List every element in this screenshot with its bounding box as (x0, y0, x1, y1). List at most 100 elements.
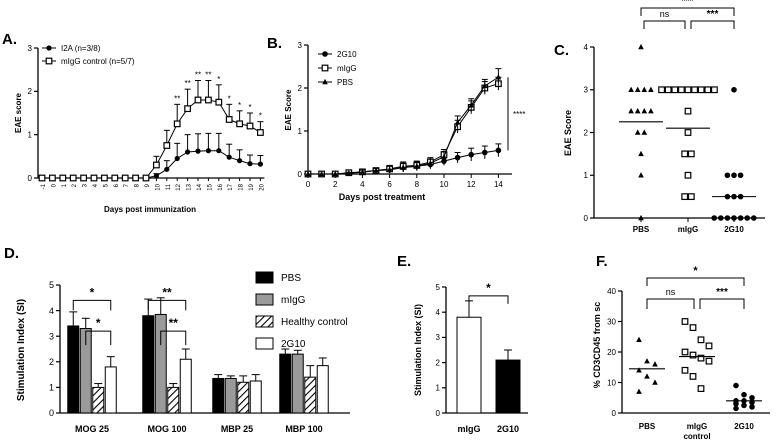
b-point (359, 169, 366, 175)
d-legend-swatch (255, 293, 274, 306)
d-bracket-label: ** (169, 316, 179, 330)
c-y-axis-tick-label: 2 (584, 128, 589, 137)
a-point (236, 120, 244, 128)
a-x-tick-label: 12 (176, 183, 182, 190)
b-point (482, 82, 488, 89)
c-point (710, 86, 718, 94)
b-point (441, 153, 447, 160)
f-point (681, 366, 689, 374)
c-point (684, 171, 692, 179)
f-x-tick-label: PBS (639, 422, 656, 431)
panel-label-e: E. (397, 253, 411, 270)
d-legend-label: Healthy control (281, 317, 348, 328)
c-point (648, 86, 654, 92)
b-point (305, 170, 311, 177)
c-point (638, 150, 644, 157)
c-point (697, 86, 705, 94)
f-x-tick-label: mIgG (687, 422, 707, 431)
a-point (121, 174, 129, 182)
b-x-tick-label: 12 (467, 180, 476, 189)
c-bracket (690, 20, 735, 29)
b-point (468, 102, 474, 108)
d-x-tick-label: MBP 25 (221, 424, 253, 434)
b-series-line (308, 76, 499, 175)
d-y-axis-tick-label: 1 (49, 383, 54, 393)
c-point (634, 129, 641, 135)
b-series-line (308, 83, 499, 175)
d-bracket (72, 299, 112, 311)
f-y-axis-tick-label: 20 (607, 348, 616, 357)
c-y-label: EAE Score (563, 110, 573, 156)
b-x-tick-label: 2 (333, 180, 338, 189)
c-point (684, 107, 692, 115)
b-point (400, 164, 406, 170)
b-legend-label: mIgG (337, 64, 357, 73)
f-point (697, 385, 705, 392)
d-bar (291, 353, 304, 414)
f-point (689, 351, 697, 359)
b-y-axis-tick-label: 1 (298, 127, 303, 136)
c-point (664, 86, 672, 94)
f-point (652, 379, 658, 385)
a-point (100, 174, 108, 182)
a-series-line (42, 150, 261, 179)
f-y-axis-tick-label: 10 (607, 378, 616, 387)
d-bar (67, 325, 80, 414)
f-y-axis-tick-label: 0 (612, 409, 617, 418)
e-y-axis-tick-label: 5 (436, 283, 441, 292)
f-bracket-label: ns (666, 287, 676, 297)
a-point (173, 120, 181, 128)
b-legend-marker (322, 51, 328, 57)
c-point (648, 108, 654, 114)
c-point (628, 86, 634, 92)
c-point (684, 129, 692, 136)
c-bracket (640, 7, 735, 16)
chart-e: 0 1 2 3 4 5 Stimulation Index (SI) mIgG 2G10 * (413, 281, 528, 434)
panel-label-d: D. (4, 245, 19, 262)
a-point (225, 116, 233, 123)
b-legend-label: PBS (337, 78, 353, 87)
a-x-tick-label: 19 (249, 183, 255, 190)
d-bar (224, 377, 237, 414)
panel-label-c: C. (554, 42, 569, 59)
c-point (737, 215, 744, 221)
a-x-tick-label: 18 (239, 183, 245, 190)
c-x-tick-label: 2G10 (724, 225, 744, 234)
b-point (454, 119, 461, 125)
a-point (80, 174, 88, 182)
c-point (718, 215, 724, 221)
d-bar (92, 386, 105, 414)
b-point (373, 167, 379, 173)
c-point (628, 108, 634, 114)
a-x-tick-label: 7 (124, 183, 130, 187)
a-point (205, 96, 212, 104)
a-significance: ** (205, 71, 211, 80)
c-point (681, 193, 689, 201)
b-point (482, 149, 488, 156)
a-significance: * (238, 101, 241, 110)
d-bar (104, 366, 117, 414)
a-point (226, 154, 232, 160)
d-y-axis-tick-label: 5 (49, 280, 54, 290)
a-x-tick-label: 16 (218, 183, 224, 190)
a-point (237, 158, 243, 164)
a-x-tick-label: 14 (197, 183, 203, 190)
b-y-axis-tick-label: 0 (298, 170, 303, 179)
a-legend-label: I2A (n=3/8) (61, 44, 101, 53)
c-point (687, 150, 695, 158)
b-significance: **** (513, 110, 525, 119)
f-point (749, 404, 755, 410)
c-y-axis-tick-label: 1 (584, 171, 589, 180)
a-series-line (42, 99, 261, 179)
f-bracket-label: * (693, 265, 698, 277)
a-point (185, 149, 191, 155)
d-legend-swatch (255, 337, 274, 350)
a-point (194, 96, 202, 104)
c-point (731, 172, 737, 179)
d-bar (167, 386, 180, 414)
f-point (697, 336, 705, 344)
a-x-tick-label: 1 (62, 183, 68, 187)
a-significance: * (259, 112, 262, 121)
a-point (174, 155, 180, 162)
